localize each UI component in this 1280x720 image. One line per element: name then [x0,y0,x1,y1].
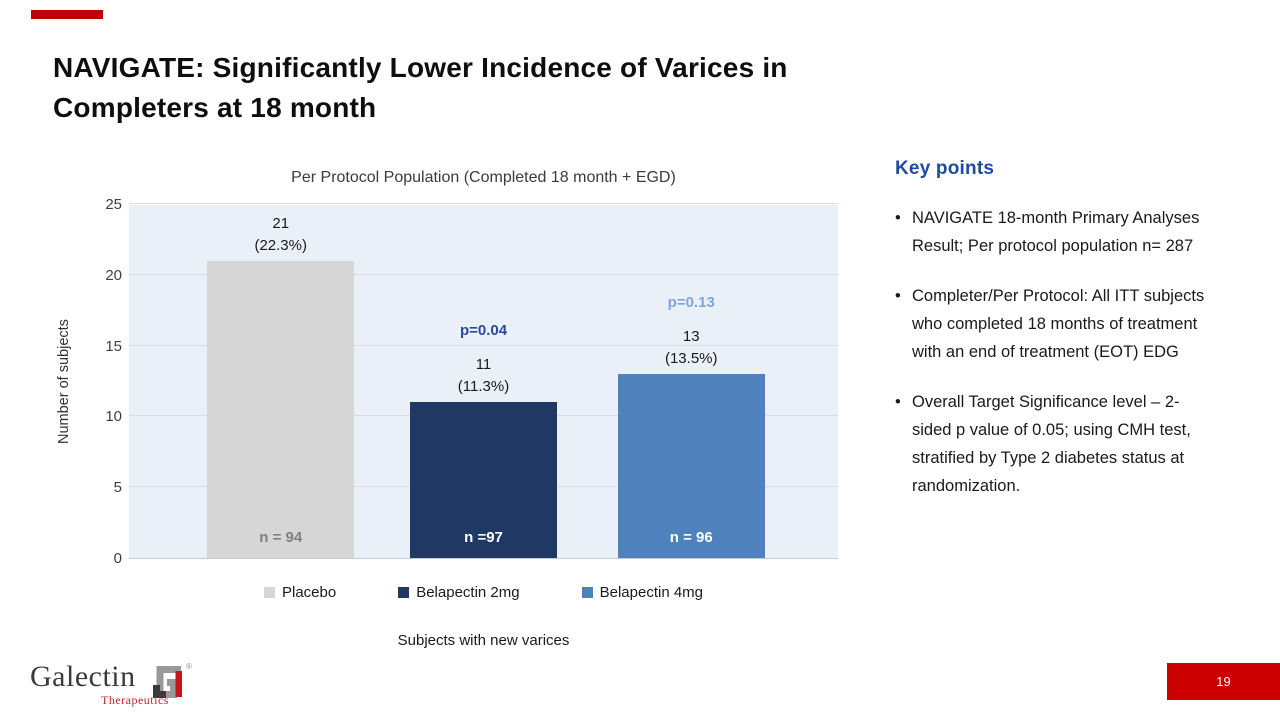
y-tick-label-5: 5 [113,479,122,497]
chart-legend: Placebo Belapectin 2mg Belapectin 4mg [129,584,838,601]
legend-swatch-icon [581,587,593,598]
legend-label: Belapectin 4mg [599,584,704,601]
bar-value-labels: p=0.04 11 (11.3%) [394,320,574,398]
key-points-list: NAVIGATE 18-month Primary Analyses Resul… [895,204,1217,500]
page-number: 19 [1216,674,1231,689]
p-value-label: p=0.04 [459,322,508,340]
value-label: 13 [682,327,700,345]
bar-value-labels: p=0.13 13 (13.5%) [601,292,781,370]
bar-value-labels: 21 (22.3%) [191,213,371,257]
key-point-3: Overall Target Significance level – 2-si… [895,388,1217,500]
plot-area: n = 94 21 (22.3%) n =97 p=0.04 11 (11.3%) n = 9… [129,203,838,559]
n-count-label: n = 96 [669,529,713,546]
legend-item-placebo: Placebo [263,584,337,601]
key-point-2: Completer/Per Protocol: All ITT subjects… [895,282,1217,366]
gridline-25 [129,203,838,204]
value-label: 21 [272,214,290,232]
y-axis-title: Number of subjects [56,319,72,445]
bar-belapectin-4mg: n = 96 [617,373,765,558]
galectin-gt-monogram-icon [153,666,182,698]
y-tick-label-10: 10 [105,408,122,426]
percent-label: (11.3%) [457,378,510,396]
percent-label: (13.5%) [664,349,718,367]
key-point-1: NAVIGATE 18-month Primary Analyses Resul… [895,204,1217,260]
legend-item-belapectin-2mg: Belapectin 2mg [398,584,520,601]
n-count-label: n = 94 [259,529,303,546]
x-axis-caption: Subjects with new varices [397,632,570,649]
y-tick-label-0: 0 [113,550,122,567]
logo-wordmark: Galectin [30,660,136,693]
slide-title-line1: NAVIGATE: Significantly Lower Incidence … [53,52,788,83]
key-points-panel: Key points NAVIGATE 18-month Primary Ana… [895,158,1217,522]
legend-label: Belapectin 2mg [416,584,520,601]
legend-swatch-icon [263,587,275,598]
page-number-box: 19 [1167,663,1280,700]
p-value-label: p=0.13 [667,293,715,311]
slide-title-line2: Completers at 18 month [53,92,377,123]
gridline-20 [129,273,838,275]
bar-belapectin-2mg: n =97 [410,402,557,558]
gridline-15 [129,344,838,346]
y-tick-label-25: 25 [105,196,122,213]
y-tick-label-20: 20 [105,266,122,284]
percent-label: (22.3%) [254,236,307,254]
galectin-logo: Galectin ® Therapeutics [30,660,220,712]
chart-title: Per Protocol Population (Completed 18 mo… [291,169,676,186]
key-points-heading: Key points [895,158,995,179]
legend-swatch-icon [398,587,410,598]
y-tick-label-15: 15 [105,337,122,355]
slide-title: NAVIGATE: Significantly Lower Incidence … [53,48,913,128]
top-accent-bar [31,10,103,19]
n-count-label: n =97 [464,529,503,546]
bar-placebo: n = 94 [207,260,355,558]
value-label: 11 [475,356,492,374]
logo-subtext: Therapeutics [101,693,169,707]
legend-item-belapectin-4mg: Belapectin 4mg [581,584,704,601]
registered-trademark-icon: ® [186,662,192,671]
legend-label: Placebo [281,584,337,601]
